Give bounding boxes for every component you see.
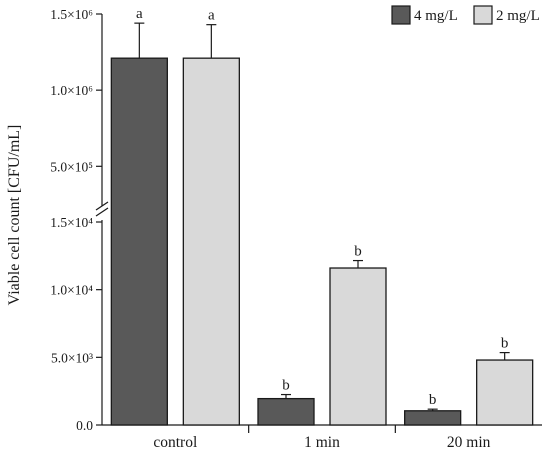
legend-label: 2 mg/L — [496, 8, 540, 24]
significance-letter: b — [282, 378, 290, 394]
significance-letter: b — [429, 392, 437, 408]
y-tick-label: 1.5×10⁶ — [50, 7, 93, 22]
bar — [182, 57, 240, 426]
y-tick-label: 1.5×10⁴ — [50, 215, 93, 230]
x-category-label: 1 min — [304, 434, 340, 451]
bar — [476, 359, 534, 426]
y-tick-label: 0.0 — [76, 418, 93, 433]
axes: 0.0 5.0×10³ 1.0×10⁴ 1.5×10⁴ 5.0×10⁵ 1.0×10⁶ 1.… — [50, 7, 542, 451]
legend-label: 4 mg/L — [414, 8, 458, 24]
x-category-label: control — [153, 434, 197, 451]
axis-break-mark — [95, 201, 109, 211]
bar — [404, 410, 462, 426]
significance-letter: b — [501, 336, 509, 352]
significance-letter: b — [354, 244, 362, 260]
legend: 4 mg/L 2 mg/L — [391, 5, 540, 25]
y-tick-label: 5.0×10⁵ — [50, 159, 93, 174]
bar — [329, 267, 387, 426]
axis-break-mark — [95, 207, 109, 217]
x-category-label: 20 min — [447, 434, 491, 451]
y-tick-label: 5.0×10³ — [51, 350, 93, 365]
significance-letter: a — [208, 8, 215, 24]
bars: a a b b b b — [110, 6, 534, 426]
legend-swatch — [391, 5, 411, 25]
bar — [257, 397, 315, 426]
y-tick-label: 1.0×10⁶ — [50, 83, 93, 98]
legend-swatch — [473, 5, 493, 25]
y-axis-label: Viable cell count [CFU/mL] — [6, 125, 23, 306]
bar — [110, 57, 168, 426]
y-tick-label: 1.0×10⁴ — [50, 283, 93, 298]
significance-letter: a — [136, 6, 143, 22]
